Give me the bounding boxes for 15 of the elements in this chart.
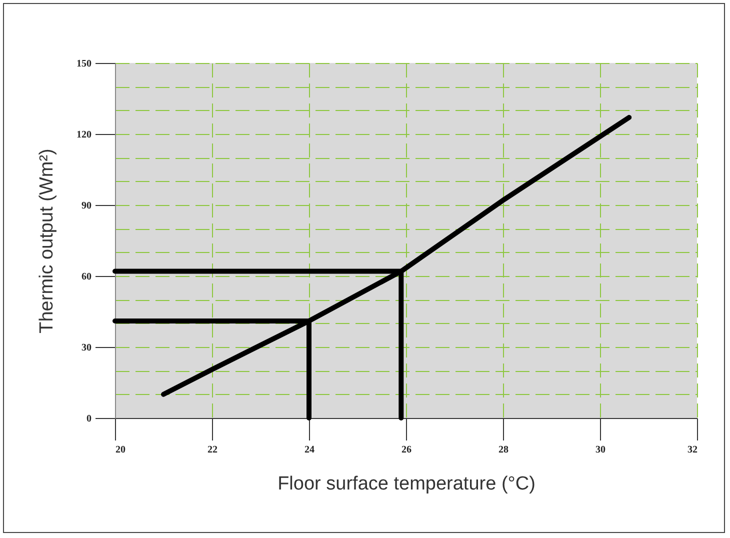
y-tick-label: 0	[86, 414, 92, 424]
x-tick-label: 22	[208, 444, 218, 456]
y-axis-title: Thermic output (Wm²)	[36, 148, 58, 334]
x-tick-label: 24	[304, 444, 314, 456]
x-tick-label: 32	[688, 444, 698, 456]
y-tick-label: 90	[82, 200, 92, 212]
x-tick-label: 20	[116, 444, 126, 456]
x-tick-label: 28	[498, 444, 508, 456]
y-tick-label: 30	[82, 342, 92, 354]
x-tick-label: 26	[402, 444, 412, 456]
x-axis-title: Floor surface temperature (°C)	[278, 474, 536, 494]
y-tick-label: 120	[76, 130, 92, 140]
y-tick-label: 150	[76, 58, 92, 70]
y-tick-label: 60	[82, 272, 92, 282]
x-tick-label: 30	[596, 444, 606, 456]
